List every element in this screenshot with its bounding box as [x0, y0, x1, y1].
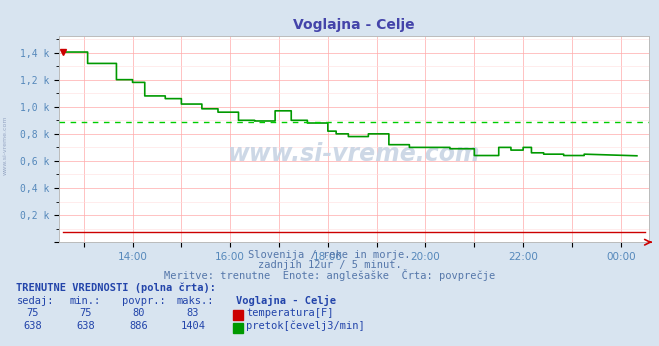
Text: TRENUTNE VREDNOSTI (polna črta):: TRENUTNE VREDNOSTI (polna črta): [16, 283, 216, 293]
Text: povpr.:: povpr.: [122, 296, 165, 306]
Text: maks.:: maks.: [177, 296, 214, 306]
Text: Slovenija / reke in morje.: Slovenija / reke in morje. [248, 250, 411, 260]
Text: 638: 638 [24, 321, 42, 331]
Text: 75: 75 [80, 308, 92, 318]
Text: Meritve: trenutne  Enote: anglešaške  Črta: povprečje: Meritve: trenutne Enote: anglešaške Črta… [164, 268, 495, 281]
Text: 1404: 1404 [181, 321, 206, 331]
Text: 638: 638 [76, 321, 95, 331]
Text: www.si-vreme.com: www.si-vreme.com [3, 116, 8, 175]
Title: Voglajna - Celje: Voglajna - Celje [293, 18, 415, 33]
Text: Voglajna - Celje: Voglajna - Celje [236, 295, 336, 306]
Text: pretok[čevelj3/min]: pretok[čevelj3/min] [246, 321, 365, 331]
Text: 83: 83 [187, 308, 199, 318]
Text: 80: 80 [132, 308, 144, 318]
Text: min.:: min.: [69, 296, 100, 306]
Text: 75: 75 [27, 308, 39, 318]
Text: sedaj:: sedaj: [16, 296, 54, 306]
Text: temperatura[F]: temperatura[F] [246, 308, 334, 318]
Text: zadnjih 12ur / 5 minut.: zadnjih 12ur / 5 minut. [258, 260, 401, 270]
Text: www.si-vreme.com: www.si-vreme.com [228, 142, 480, 166]
Text: 886: 886 [129, 321, 148, 331]
